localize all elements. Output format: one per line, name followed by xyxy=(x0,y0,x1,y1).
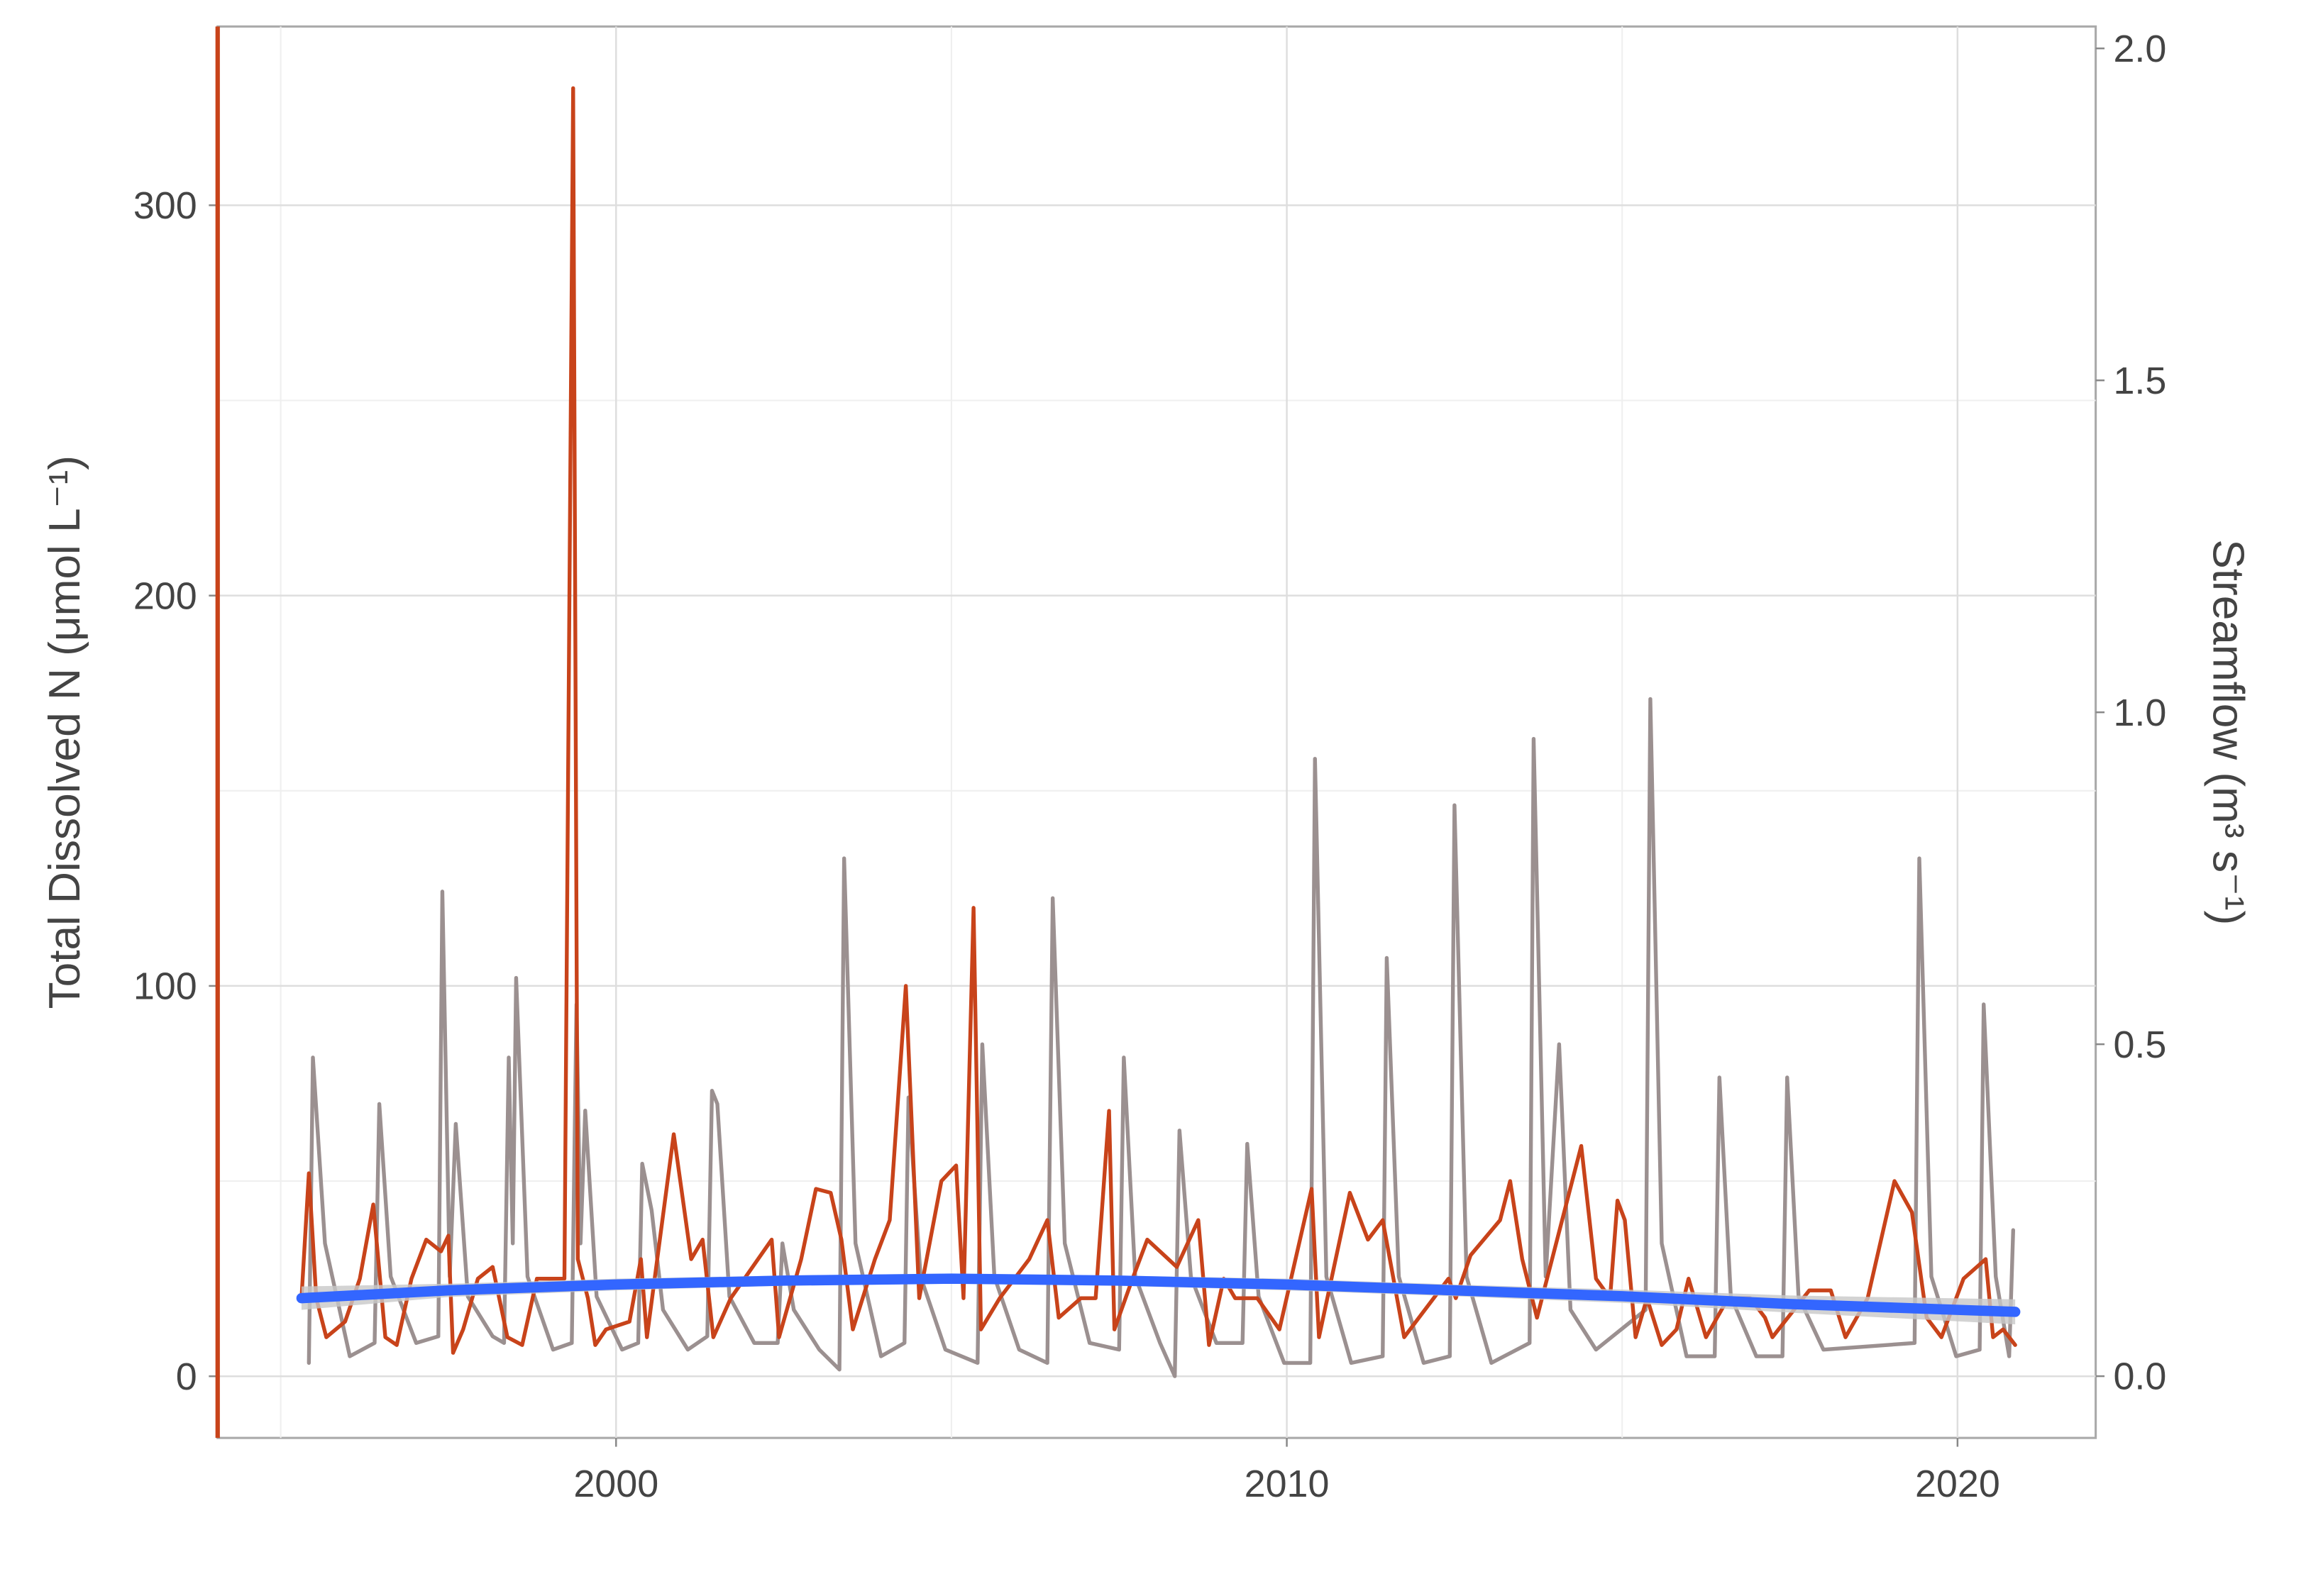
y2-tick-label: 1.0 xyxy=(2113,692,2166,734)
x-tick-label: 2000 xyxy=(573,1463,658,1505)
trend-line xyxy=(296,1273,2021,1317)
y2-axis-title: Streamflow (m³ s⁻¹) xyxy=(2203,539,2252,925)
y2-tick-label: 0.5 xyxy=(2113,1024,2166,1066)
y-tick-label: 200 xyxy=(133,575,197,617)
series-line xyxy=(307,697,2016,1378)
x-tick-label: 2020 xyxy=(1915,1463,2000,1505)
y-tick-label: 300 xyxy=(133,184,197,227)
panel xyxy=(216,25,2097,1439)
grid xyxy=(217,26,2096,1439)
y-axis-title: Total Dissolved N (μmol L⁻¹) xyxy=(40,455,89,1009)
series-line xyxy=(299,86,2017,1355)
y-tick-label: 100 xyxy=(133,965,197,1008)
axes: 2000 2010 2020 0 100 200 300 0.0 0.5 1.0 1.5 2.0 xyxy=(133,26,2166,1505)
y-tick-label: 0 xyxy=(176,1356,197,1398)
y2-tick-label: 0.0 xyxy=(2113,1356,2166,1398)
y2-tick-label: 1.5 xyxy=(2113,360,2166,402)
x-tick-label: 2010 xyxy=(1245,1463,1330,1505)
plot-marks xyxy=(296,86,2021,1378)
y2-tick-label: 2.0 xyxy=(2113,28,2166,70)
